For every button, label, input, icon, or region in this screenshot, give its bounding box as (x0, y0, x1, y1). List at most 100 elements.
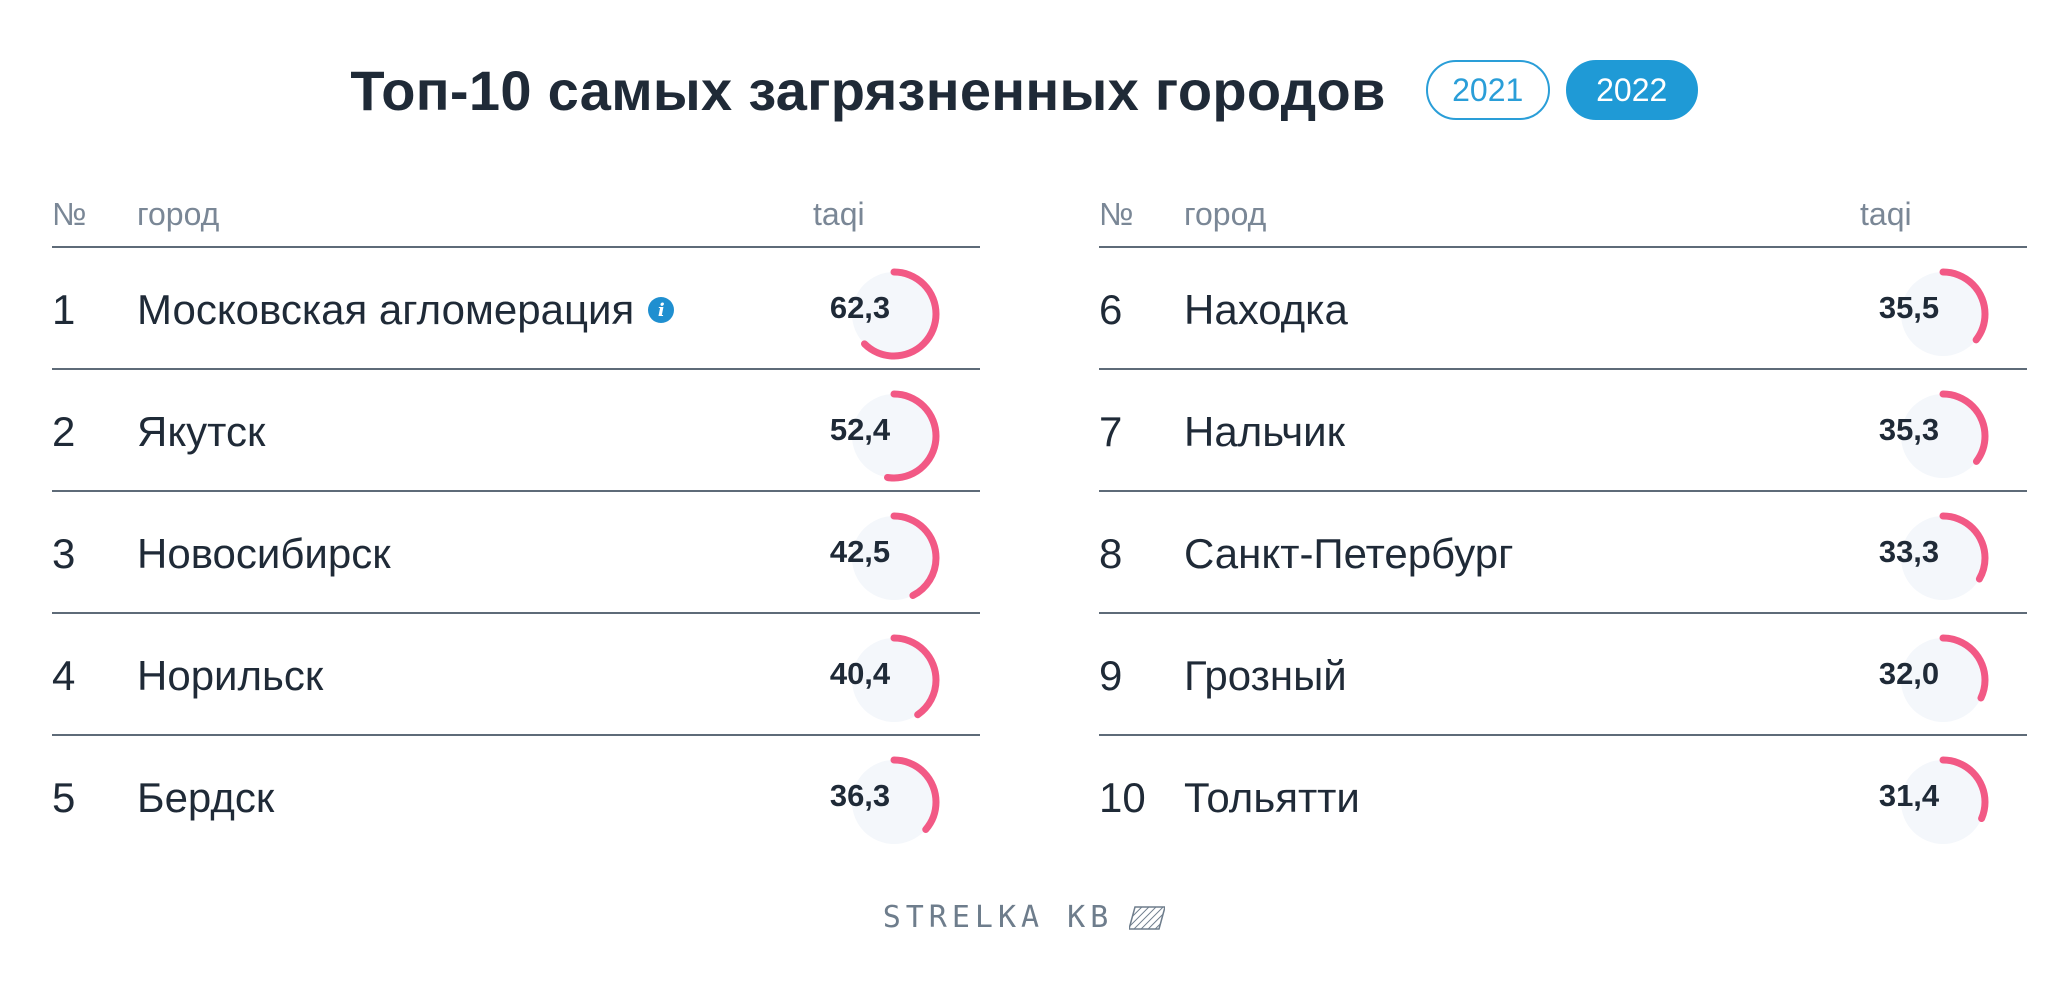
ranking-table-right: № город taqi 6 Находка 35,5 7 Нальчик 35,3 8 Са… (1099, 190, 2027, 856)
taqi-value: 36,3 (829, 778, 891, 813)
city-name: Находка (1184, 286, 1348, 334)
gauge-arc (1897, 512, 1989, 604)
table-row: 8 Санкт-Петербург 33,3 (1099, 492, 2027, 614)
gauge-background (852, 272, 936, 356)
city-name-text: Находка (1184, 286, 1348, 333)
gauge-ring (1897, 512, 1989, 604)
city-name-text: Норильск (137, 652, 324, 699)
gauge-ring (1897, 634, 1989, 726)
city-name: Тольятти (1184, 774, 1360, 822)
city-name-text: Бердск (137, 774, 275, 821)
gauge-ring (848, 390, 940, 482)
city-name-text: Нальчик (1184, 408, 1345, 455)
gauge-arc (848, 268, 940, 360)
gauge-ring (1897, 390, 1989, 482)
column-header-taqi: taqi (1860, 196, 1912, 232)
hatched-flag-icon (1129, 905, 1166, 930)
gauge-arc (1897, 390, 1989, 482)
city-name-text: Тольятти (1184, 774, 1360, 821)
rank-number: 7 (1099, 408, 1123, 455)
table-row: 5 Бердск 36,3 (52, 736, 980, 856)
city-name: Бердск (137, 774, 274, 822)
info-icon[interactable]: i (648, 297, 675, 323)
column-header-taqi: taqi (813, 196, 865, 232)
table-row: 9 Грозный 32,0 (1099, 614, 2027, 736)
taqi-value: 35,3 (1878, 412, 1940, 447)
rank-number: 8 (1099, 530, 1123, 577)
gauge-background (852, 394, 936, 478)
taqi-value: 35,5 (1878, 290, 1940, 325)
gauge-ring (848, 512, 940, 604)
gauge-arc (1897, 268, 1989, 360)
taqi-gauge: 32,0 (1879, 632, 1991, 728)
table-row: 6 Находка 35,5 (1099, 248, 2027, 370)
city-name-text: Московская агломерация (137, 286, 635, 333)
city-name-text: Грозный (1184, 652, 1347, 699)
gauge-arc (1897, 634, 1989, 726)
taqi-value: 33,3 (1878, 534, 1940, 569)
city-name: Грозный (1184, 652, 1347, 700)
taqi-gauge: 40,4 (830, 632, 942, 728)
gauge-arc (848, 756, 940, 848)
gauge-ring (848, 756, 940, 848)
ranking-table-left: № город taqi 1 Московская агломерация i 62,… (52, 190, 980, 856)
tab-2021[interactable]: 2021 (1425, 60, 1550, 120)
taqi-value: 62,3 (829, 290, 891, 325)
table-row: 2 Якутск 52,4 (52, 370, 980, 492)
column-header-city: город (137, 196, 220, 232)
rank-number: 6 (1099, 286, 1123, 333)
gauge-arc (848, 512, 940, 604)
table-header: № город taqi (52, 190, 980, 248)
gauge-background (1901, 394, 1985, 478)
gauge-ring (1897, 268, 1989, 360)
taqi-value: 42,5 (829, 534, 891, 569)
taqi-gauge: 62,3 (830, 266, 942, 362)
gauge-background (1901, 516, 1985, 600)
taqi-value: 52,4 (829, 412, 891, 447)
rank-number: 3 (52, 530, 76, 577)
taqi-gauge: 31,4 (1879, 754, 1991, 850)
brand-logo-text: STRELKA KB (882, 900, 1114, 935)
column-header-city: город (1184, 196, 1267, 232)
gauge-ring (848, 268, 940, 360)
table-header: № город taqi (1099, 190, 2027, 248)
page-title: Топ-10 самых загрязненных городов (350, 58, 1386, 122)
table-row: 3 Новосибирск 42,5 (52, 492, 980, 614)
taqi-gauge: 52,4 (830, 388, 942, 484)
taqi-gauge: 35,3 (1879, 388, 1991, 484)
city-name-text: Санкт-Петербург (1184, 530, 1514, 577)
city-name: Норильск (137, 652, 323, 700)
column-header-number: № (1099, 196, 1134, 232)
city-name: Нальчик (1184, 408, 1345, 456)
gauge-ring (1897, 756, 1989, 848)
taqi-gauge: 35,5 (1879, 266, 1991, 362)
footer: STRELKA KB (0, 900, 2048, 935)
rank-number: 5 (52, 774, 76, 821)
gauge-background (1901, 760, 1985, 844)
year-tabs: 2021 2022 (1425, 60, 1698, 120)
table-row: 10 Тольятти 31,4 (1099, 736, 2027, 856)
gauge-background (1901, 272, 1985, 356)
gauge-background (852, 760, 936, 844)
gauge-background (852, 516, 936, 600)
city-name: Якутск (137, 408, 265, 456)
table-row: 1 Московская агломерация i 62,3 (52, 248, 980, 370)
city-name-text: Новосибирск (137, 530, 391, 577)
gauge-background (1901, 638, 1985, 722)
gauge-arc (1897, 756, 1989, 848)
tab-2022[interactable]: 2022 (1565, 60, 1698, 120)
taqi-value: 32,0 (1878, 656, 1940, 691)
rank-number: 1 (52, 286, 76, 333)
rank-number: 2 (52, 408, 76, 455)
gauge-arc (848, 634, 940, 726)
city-name: Санкт-Петербург (1184, 530, 1513, 578)
rank-number: 9 (1099, 652, 1123, 699)
gauge-background (852, 638, 936, 722)
table-row: 4 Норильск 40,4 (52, 614, 980, 736)
rank-number: 10 (1099, 774, 1146, 821)
taqi-value: 31,4 (1878, 778, 1940, 813)
city-name-text: Якутск (137, 408, 266, 455)
rank-number: 4 (52, 652, 76, 699)
taqi-value: 40,4 (829, 656, 891, 691)
gauge-ring (848, 634, 940, 726)
